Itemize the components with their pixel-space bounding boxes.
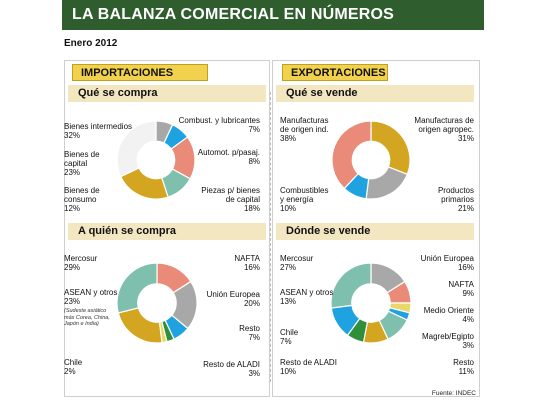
- slice-bienes-intermedios: [116, 120, 157, 178]
- asean-note: (Sudeste asiático más Corea, China, Japó…: [64, 308, 110, 327]
- label-mercosur-exp: Mercosur 27%: [280, 254, 314, 272]
- label-asean-exp: ASEAN y otros 13%: [280, 288, 334, 306]
- label-combust: Combust. y lubricantes 7%: [178, 116, 260, 134]
- donut-que-se-vende: [331, 120, 411, 200]
- donut-hole: [138, 284, 176, 322]
- slice-mercosur: [330, 262, 372, 309]
- center-divider: [270, 92, 271, 382]
- label-chile-exp: Chile 7%: [280, 328, 299, 346]
- donde-se-vende-label: Dónde se vende: [276, 223, 474, 240]
- donut-hole: [352, 284, 390, 322]
- donut-hole: [352, 141, 390, 179]
- label-bienes-intermedios: Bienes intermedios 32%: [64, 122, 133, 140]
- source-footer: Fuente: INDEC: [431, 390, 476, 397]
- donut-donde-se-vende: [330, 262, 412, 344]
- page-title: LA BALANZA COMERCIAL EN NÚMEROS: [62, 0, 484, 30]
- importaciones-header: IMPORTACIONES: [72, 64, 208, 81]
- label-nafta-imp: NAFTA 16%: [234, 254, 260, 272]
- label-asean-imp: ASEAN y otros 23%: [64, 288, 118, 306]
- label-automot: Automot. p/pasaj. 8%: [197, 148, 260, 166]
- slice-mercosur: [116, 262, 158, 314]
- donut-a-quien-se-compra: [116, 262, 198, 344]
- exportaciones-header: EXPORTACIONES: [282, 64, 388, 81]
- label-bienes-de-consumo: Bienes de consumo 12%: [64, 186, 100, 213]
- label-ue-imp: Unión Europea 20%: [206, 290, 260, 308]
- label-productos-primarios: Productos primarios 21%: [437, 186, 474, 213]
- donut-que-se-compra: [116, 120, 196, 200]
- donut-hole: [137, 141, 175, 179]
- label-combustibles: Combustibles y energía 10%: [280, 186, 329, 213]
- label-piezas: Piezas p/ bienes de capital 18%: [201, 186, 260, 213]
- label-bienes-de-capital: Bienes de capital 23%: [64, 150, 100, 177]
- label-aladi-imp: Resto de ALADI 3%: [203, 360, 260, 378]
- label-chile-imp: Chile 2%: [64, 358, 83, 376]
- label-aladi-exp: Resto de ALADI 10%: [280, 358, 337, 376]
- label-resto-exp: Resto 11%: [453, 358, 474, 376]
- label-moa: Manufacturas de origen agropec. 31%: [414, 116, 474, 143]
- que-se-compra-label: Qué se compra: [68, 85, 266, 102]
- label-moi: Manufacturas de origen ind. 38%: [280, 116, 329, 143]
- label-medio-oriente: Medio Oriente 4%: [423, 306, 474, 324]
- label-ue-exp: Unión Europea 16%: [420, 254, 474, 272]
- a-quien-se-compra-label: A quién se compra: [68, 223, 266, 240]
- que-se-vende-label: Qué se vende: [276, 85, 474, 102]
- label-magreb: Magreb/Egipto 3%: [421, 332, 474, 350]
- date-label: Enero 2012: [64, 38, 118, 49]
- label-resto-imp: Resto 7%: [239, 324, 260, 342]
- label-mercosur-imp: Mercosur 29%: [64, 254, 98, 272]
- slice-manufacturas-de-origen-ind: [331, 120, 372, 190]
- label-nafta-exp: NAFTA 9%: [448, 280, 474, 298]
